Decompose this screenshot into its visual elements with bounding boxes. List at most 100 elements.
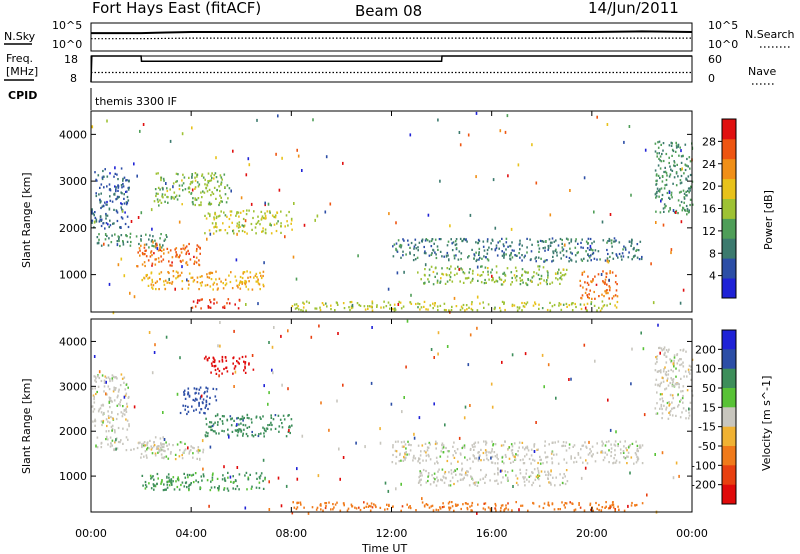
data-cell: [201, 479, 203, 482]
power-y-label: Slant Range [km]: [20, 172, 33, 268]
data-cell: [561, 242, 563, 245]
data-cell: [569, 501, 571, 504]
data-cell: [116, 404, 119, 407]
data-cell: [200, 191, 202, 194]
data-cell: [157, 257, 160, 260]
data-cell: [460, 473, 463, 476]
data-cell: [228, 225, 231, 228]
data-cell: [435, 256, 438, 260]
data-cell: [120, 226, 122, 229]
data-cell: [540, 257, 542, 260]
data-cell: [257, 278, 259, 281]
data-cell: [104, 201, 106, 204]
data-cell: [466, 474, 469, 477]
data-cell: [491, 274, 493, 278]
data-cell: [114, 430, 116, 434]
data-cell: [221, 358, 224, 361]
data-cell: [549, 481, 552, 484]
data-cell: [118, 238, 120, 241]
data-cell: [192, 452, 194, 455]
data-cell: [186, 278, 188, 282]
data-cell: [419, 454, 422, 457]
data-cell: [171, 280, 174, 284]
data-cell: [631, 258, 633, 261]
data-cell: [107, 410, 109, 413]
data-cell: [460, 252, 463, 255]
data-cell: [473, 448, 475, 451]
data-cell: [493, 280, 496, 284]
data-cell: [241, 224, 244, 227]
data-cell: [113, 448, 115, 452]
data-cell: [172, 476, 175, 479]
data-cell: [364, 308, 367, 311]
data-cell: [106, 214, 109, 217]
data-cell: [501, 469, 503, 472]
data-cell: [177, 255, 180, 259]
data-cell: [506, 478, 509, 481]
data-cell: [188, 452, 190, 455]
data-cell: [678, 383, 680, 386]
data-cell: [471, 301, 473, 304]
data-cell: [510, 449, 513, 452]
data-cell: [436, 305, 439, 308]
data-cell: [113, 388, 115, 392]
data-cell: [218, 277, 221, 280]
data-cell: [187, 393, 189, 396]
data-cell: [96, 236, 99, 239]
data-cell: [491, 440, 493, 443]
data-cell: [195, 198, 198, 201]
data-cell: [136, 265, 138, 268]
data-cell: [210, 271, 212, 274]
data-cell: [100, 420, 103, 423]
data-cell: [454, 243, 457, 247]
data-cell: [677, 199, 680, 202]
data-cell: [116, 173, 118, 176]
data-cell: [682, 154, 684, 157]
data-cell: [158, 260, 160, 263]
data-cell: [105, 222, 108, 225]
data-cell: [110, 241, 113, 244]
data-cell: [319, 503, 322, 506]
data-cell: [437, 352, 439, 356]
data-cell: [160, 443, 163, 446]
data-cell: [453, 482, 455, 486]
data-cell: [155, 194, 157, 198]
data-cell: [255, 280, 258, 283]
data-cell: [98, 376, 101, 380]
data-cell: [526, 251, 528, 254]
data-cell: [439, 506, 441, 509]
data-cell: [167, 473, 170, 476]
data-cell: [446, 251, 449, 255]
data-cell: [391, 505, 394, 508]
x-tick-label: 00:00: [676, 527, 708, 540]
data-cell: [263, 432, 265, 435]
data-cell: [592, 509, 594, 512]
data-cell: [288, 429, 290, 432]
data-cell: [410, 241, 413, 245]
data-cell: [519, 242, 521, 245]
data-cell: [155, 192, 158, 195]
data-cell: [669, 207, 671, 210]
data-cell: [412, 259, 415, 262]
data-cell: [139, 441, 141, 444]
data-cell: [551, 502, 554, 505]
data-cell: [195, 408, 197, 411]
data-cell: [210, 194, 212, 197]
data-cell: [150, 448, 153, 451]
data-cell: [673, 364, 675, 368]
data-cell: [654, 142, 657, 145]
data-cell: [168, 271, 170, 275]
data-cell: [120, 373, 123, 376]
data-cell: [410, 444, 412, 447]
data-cell: [552, 250, 554, 253]
data-cell: [509, 254, 511, 257]
data-cell: [210, 202, 213, 205]
data-cell: [181, 184, 183, 187]
data-cell: [596, 258, 598, 261]
data-cell: [168, 476, 170, 479]
data-cell: [164, 279, 167, 282]
data-cell: [472, 482, 475, 485]
data-cell: [203, 357, 206, 360]
data-cell: [498, 247, 500, 250]
data-cell: [551, 457, 553, 460]
